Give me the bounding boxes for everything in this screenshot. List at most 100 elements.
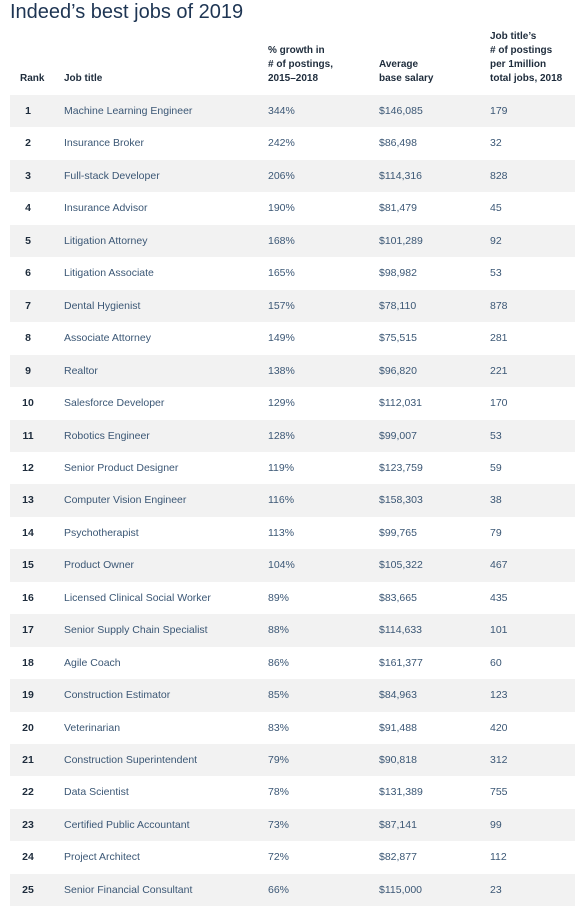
rank: 2 [25, 137, 31, 150]
growth: 128% [268, 429, 295, 442]
job-title: Robotics Engineer [64, 429, 150, 442]
table-row: 18 Agile Coach 86% $161,377 60 [10, 647, 575, 679]
column-header: # of postings [490, 45, 553, 56]
growth: 242% [268, 137, 295, 150]
job-title: Dental Hygienist [64, 299, 141, 312]
salary: $114,633 [379, 624, 423, 637]
growth: 149% [268, 332, 295, 345]
salary: $86,498 [379, 137, 417, 150]
postings: 53 [490, 267, 502, 280]
table-row: 7 Dental Hygienist 157% $78,110 878 [10, 289, 575, 323]
salary: $99,007 [379, 429, 417, 442]
job-title: Project Architect [64, 851, 140, 864]
rank: 25 [22, 883, 34, 896]
table-row: 2 Insurance Broker 242% $86,498 32 [10, 127, 575, 159]
postings: 59 [490, 461, 502, 474]
salary: $115,000 [379, 883, 423, 896]
salary: $83,665 [379, 591, 417, 604]
growth: 89% [268, 591, 290, 604]
job-title: Litigation Associate [64, 267, 154, 280]
job-title: Senior Financial Consultant [64, 883, 193, 896]
rank: 3 [25, 169, 31, 182]
table-row: 13 Computer Vision Engineer 116% $158,303 38 [10, 484, 575, 517]
postings: 60 [490, 656, 502, 669]
salary: $75,515 [379, 332, 417, 345]
growth: 78% [268, 786, 290, 799]
table-row: 20 Veterinarian 83% $91,488 420 [10, 712, 575, 744]
postings: 99 [490, 818, 502, 831]
postings: 179 [490, 105, 508, 117]
rank: 9 [25, 364, 31, 377]
salary: $101,289 [379, 234, 423, 247]
column-header: base salary [379, 73, 434, 84]
table-row: 25 Senior Financial Consultant 66% $115,000… [10, 873, 575, 907]
table-row: 24 Project Architect 72% $82,877 112 [10, 841, 575, 873]
job-title: Senior Product Designer [64, 461, 179, 474]
rank: 1 [25, 105, 31, 117]
table-row: 8 Associate Attorney 149% $75,515 281 [10, 322, 575, 354]
salary: $114,316 [379, 169, 423, 182]
growth: 129% [268, 397, 295, 410]
column-header: # of postings, [268, 59, 333, 70]
column-header: Job title’s [490, 31, 537, 42]
job-title: Insurance Broker [64, 137, 144, 150]
growth: 83% [268, 721, 290, 734]
title: Indeed’s best jobs of 2019 [10, 1, 244, 23]
growth: 138% [268, 364, 295, 377]
column-header: per 1million [490, 59, 547, 70]
growth: 85% [268, 689, 290, 702]
growth: 88% [268, 624, 290, 637]
salary: $96,820 [379, 364, 417, 377]
postings: 79 [490, 526, 502, 539]
salary: $105,322 [379, 559, 423, 572]
postings: 221 [490, 364, 508, 377]
rank: 6 [25, 267, 31, 280]
table-row: 1 Machine Learning Engineer 344% $146,085 17… [10, 95, 575, 128]
salary: $99,765 [379, 526, 417, 539]
job-title: Construction Superintendent [64, 754, 198, 766]
salary: $98,982 [379, 267, 417, 280]
growth: 113% [268, 526, 295, 539]
job-title: Senior Supply Chain Specialist [64, 624, 208, 637]
table-row: 19 Construction Estimator 85% $84,963 123 [10, 679, 575, 712]
job-title: Veterinarian [64, 721, 121, 734]
table-row: 9 Realtor 138% $96,820 221 [10, 354, 575, 388]
job-title: Realtor [64, 364, 98, 377]
table-row: 6 Litigation Associate 165% $98,982 53 [10, 257, 575, 289]
postings: 53 [490, 429, 502, 442]
table-row: 21 Construction Superintendent 79% $90,818 3… [10, 744, 575, 777]
job-title: Salesforce Developer [64, 397, 165, 410]
postings: 92 [490, 234, 502, 247]
salary: $158,303 [379, 494, 423, 507]
postings: 281 [490, 332, 508, 345]
postings: 45 [490, 202, 502, 215]
rank: 19 [22, 689, 34, 702]
job-title: Psychotherapist [64, 526, 139, 539]
rank: 12 [22, 461, 34, 474]
column-header: Average [379, 59, 419, 70]
postings: 38 [490, 494, 502, 507]
rank: 14 [22, 526, 34, 539]
column-header: total jobs, 2018 [490, 73, 563, 84]
postings: 112 [490, 851, 507, 864]
rank: 21 [22, 754, 34, 766]
growth: 190% [268, 202, 295, 215]
salary: $161,377 [379, 656, 423, 669]
salary: $146,085 [379, 105, 423, 117]
job-title: Machine Learning Engineer [64, 105, 193, 117]
postings: 123 [490, 689, 508, 702]
growth: 104% [268, 559, 295, 572]
job-title: Licensed Clinical Social Worker [64, 591, 211, 604]
rank: 11 [22, 429, 34, 442]
rank: 24 [22, 851, 34, 864]
job-title: Product Owner [64, 559, 135, 572]
salary: $91,488 [379, 721, 417, 734]
column-header: % growth in [268, 45, 325, 56]
rank: 22 [22, 786, 34, 799]
rank: 5 [25, 234, 31, 247]
salary: $82,877 [379, 851, 417, 864]
table-row: 14 Psychotherapist 113% $99,765 79 [10, 517, 575, 549]
table-row: 12 Senior Product Designer 119% $123,759 59 [10, 452, 575, 484]
job-title: Construction Estimator [64, 689, 171, 702]
postings: 435 [490, 591, 508, 604]
